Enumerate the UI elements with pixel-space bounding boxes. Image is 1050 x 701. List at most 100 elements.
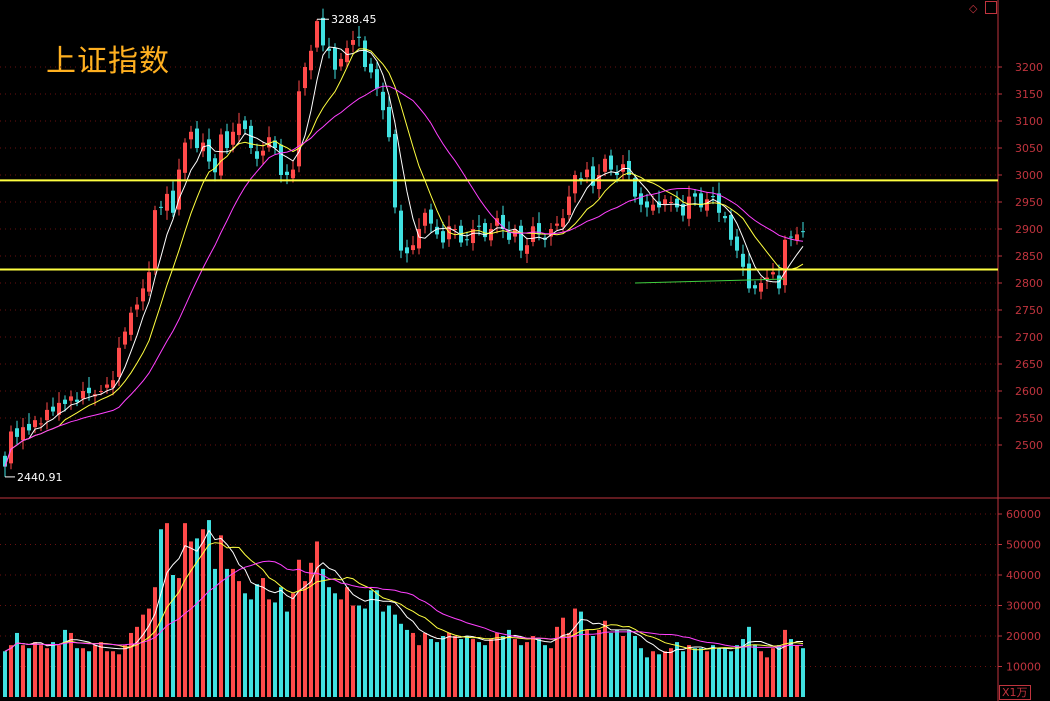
price-tick-label: 2600: [1015, 385, 1043, 398]
candle-body: [285, 171, 289, 175]
volume-bar: [597, 629, 601, 697]
volume-tick-label: 40000: [1006, 569, 1041, 582]
volume-bar: [453, 636, 457, 697]
volume-bar: [51, 642, 55, 697]
candle-body: [135, 304, 139, 310]
candle-body: [369, 63, 373, 73]
volume-bar: [261, 578, 265, 697]
candle-body: [771, 272, 775, 275]
candle-body: [639, 193, 643, 205]
panel-toggle-icon[interactable]: [985, 1, 997, 14]
candle-body: [405, 247, 409, 254]
price-tick-label: 2700: [1015, 331, 1043, 344]
candle-body: [57, 402, 61, 415]
candle-body: [69, 396, 73, 401]
candle-body: [591, 166, 595, 186]
candle-body: [795, 234, 799, 241]
candle-body: [225, 131, 229, 148]
candle-body: [21, 427, 25, 441]
volume-ma5-line: [4, 529, 803, 653]
candle-body: [753, 285, 757, 289]
volume-bar: [333, 593, 337, 697]
candle-body: [99, 391, 103, 392]
volume-bar: [675, 642, 679, 697]
candle-body: [243, 120, 247, 130]
volume-bar: [63, 629, 67, 697]
candle-body: [477, 225, 481, 227]
volume-bar: [111, 651, 115, 697]
candle-body: [609, 155, 613, 170]
candle-body: [213, 158, 217, 173]
volume-bar: [507, 629, 511, 697]
volume-bar: [33, 642, 37, 697]
volume-bar: [795, 645, 799, 697]
volume-bar: [273, 602, 277, 697]
volume-bar: [129, 632, 133, 697]
candle-body: [747, 263, 751, 289]
candle-body: [267, 137, 271, 148]
candle-body: [645, 201, 649, 208]
volume-bar: [705, 651, 709, 697]
volume-bar: [603, 620, 607, 697]
candle-body: [237, 123, 241, 136]
candle-body: [75, 399, 79, 402]
price-tick-label: 2500: [1015, 439, 1043, 452]
volume-bar: [27, 648, 31, 697]
candle-body: [171, 190, 175, 213]
candle-body: [465, 239, 469, 241]
candle-body: [315, 21, 319, 48]
candle-body: [219, 134, 223, 176]
volume-bar: [267, 599, 271, 697]
volume-bar: [393, 614, 397, 697]
candle-body: [729, 214, 733, 240]
volume-bar: [285, 611, 289, 697]
volume-bar: [441, 636, 445, 697]
candle-body: [615, 172, 619, 175]
candle-body: [489, 229, 493, 241]
price-tick-label: 2750: [1015, 304, 1043, 317]
volume-bar: [435, 642, 439, 697]
candle-body: [327, 48, 331, 51]
volume-tick-label: 10000: [1006, 661, 1041, 674]
volume-bar: [711, 645, 715, 697]
volume-bar: [489, 639, 493, 697]
price-tick-label: 2800: [1015, 277, 1043, 290]
volume-bar: [585, 629, 589, 697]
volume-bar: [465, 636, 469, 697]
volume-ma10-line: [4, 542, 804, 652]
candle-body: [303, 67, 307, 89]
volume-bar: [693, 648, 697, 697]
volume-bar: [561, 617, 565, 697]
volume-bar: [177, 578, 181, 697]
volume-bar: [165, 523, 169, 697]
candle-body: [255, 151, 259, 159]
volume-bar: [495, 632, 499, 697]
candle-body: [321, 17, 325, 46]
candle-body: [531, 226, 535, 242]
volume-bar: [765, 657, 769, 697]
candle-body: [297, 91, 301, 167]
candle-body: [27, 423, 31, 431]
volume-bar: [609, 632, 613, 697]
ma5-line: [4, 46, 804, 467]
candle-body: [789, 236, 793, 238]
candle-body: [651, 204, 655, 211]
candle-body: [195, 128, 199, 148]
volume-bar: [249, 599, 253, 697]
volume-bar: [759, 651, 763, 697]
candle-body: [507, 232, 511, 240]
candle-body: [501, 214, 505, 229]
volume-bar: [747, 626, 751, 697]
volume-bar: [699, 648, 703, 697]
volume-bar: [279, 587, 283, 697]
candle-body: [339, 58, 343, 67]
candle-body: [9, 431, 13, 464]
candle-body: [261, 150, 265, 156]
candle-body: [675, 198, 679, 208]
candle-body: [429, 209, 433, 224]
diamond-icon[interactable]: ◇: [969, 2, 978, 15]
trend-line[interactable]: [634, 278, 786, 284]
volume-bar: [39, 645, 43, 697]
volume-bar: [381, 611, 385, 697]
